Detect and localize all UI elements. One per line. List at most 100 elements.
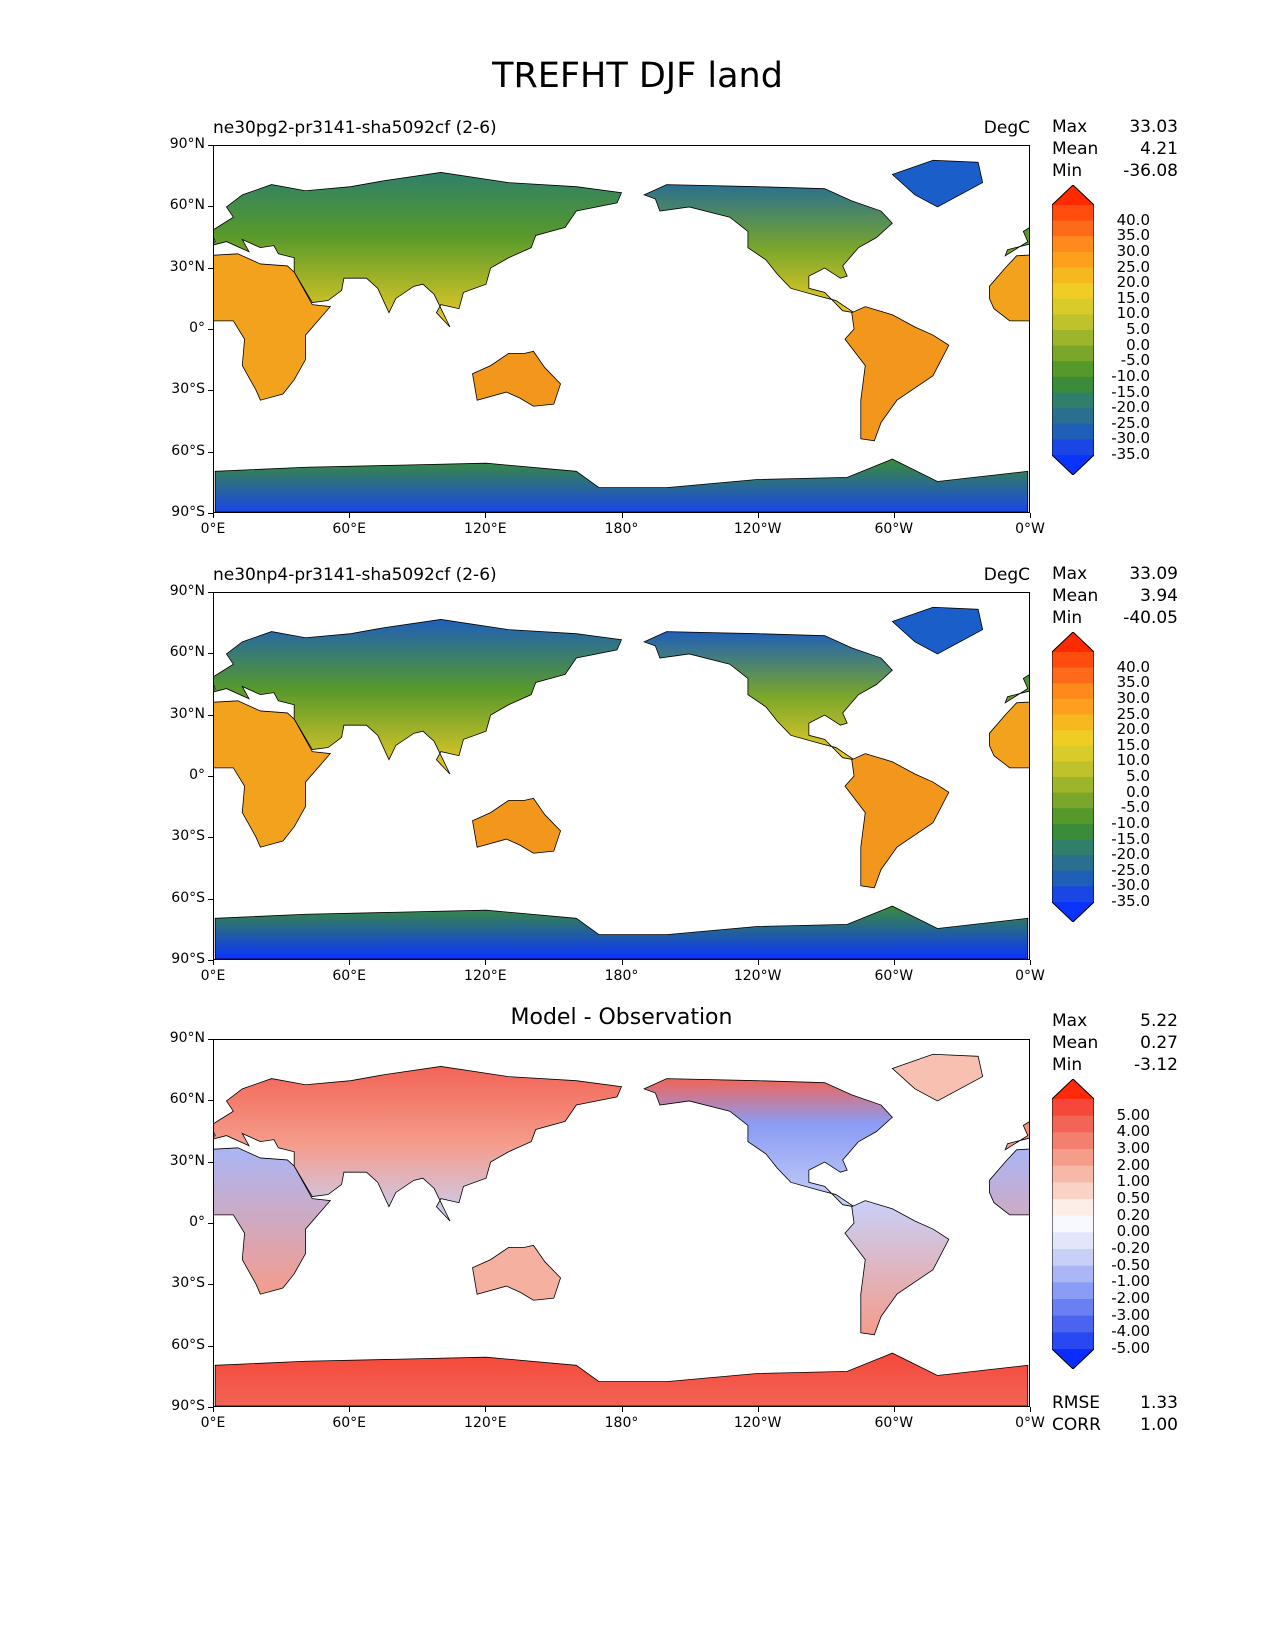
colorbar-label: 5.0 xyxy=(1126,320,1150,338)
landmass-europe-asia xyxy=(214,619,623,775)
y-tick xyxy=(208,592,213,593)
colorbar-label: -5.0 xyxy=(1120,798,1150,817)
colorbar-swatch xyxy=(1052,823,1094,840)
x-tick xyxy=(213,1407,214,1412)
colorbar-swatch xyxy=(1052,730,1094,747)
colorbar-label: -30.0 xyxy=(1111,429,1150,448)
colorbar-label: 0.0 xyxy=(1126,335,1150,354)
map-diff xyxy=(213,1039,1030,1407)
y-tick-label: 60°N xyxy=(169,1091,205,1108)
colorbar-swatch xyxy=(1052,855,1094,872)
panel-title: ne30pg2-pr3141-sha5092cf (2-6) xyxy=(213,118,497,138)
x-tick-label: 0°E xyxy=(200,1415,226,1431)
landmass-africa xyxy=(214,1147,332,1295)
y-tick xyxy=(208,145,213,146)
landmass-samerica xyxy=(844,306,950,442)
colorbar-swatch xyxy=(1052,345,1094,362)
colorbar-label: 40.0 xyxy=(1116,657,1150,676)
x-tick xyxy=(349,960,351,965)
landmass-namerica xyxy=(643,631,893,761)
landmass-australia xyxy=(472,797,561,854)
colorbar-swatch xyxy=(1052,251,1094,268)
colorbar-swatch xyxy=(1052,714,1094,731)
landmass-samerica xyxy=(844,1200,950,1336)
colorbar-swatch xyxy=(1052,1315,1094,1333)
x-tick-label: 60°W xyxy=(874,968,914,984)
colorbar-label: -10.0 xyxy=(1111,366,1150,385)
stat-max-value: 33.09 xyxy=(1129,564,1178,584)
stat-mean-value: 0.27 xyxy=(1140,1033,1178,1053)
x-tick xyxy=(757,960,759,965)
colorbar-label: 0.50 xyxy=(1116,1189,1150,1207)
colorbar-label: -2.00 xyxy=(1111,1289,1150,1307)
colorbar-label: 0.0 xyxy=(1126,782,1150,801)
x-tick-label: 120°E xyxy=(464,521,507,537)
colorbar-swatch xyxy=(1052,1199,1094,1217)
colorbar-swatch xyxy=(1052,267,1094,284)
x-tick-label: 120°W xyxy=(733,1415,782,1431)
colorbar-label: -5.0 xyxy=(1120,351,1150,370)
stat-mean-label: Mean xyxy=(1052,586,1099,606)
panel-title: ne30np4-pr3141-sha5092cf (2-6) xyxy=(213,565,497,585)
y-tick-label: 30°S xyxy=(171,1275,205,1292)
map-test xyxy=(213,145,1030,513)
colorbar-swatch xyxy=(1052,1249,1094,1267)
landmass-europe-asia-wrap xyxy=(1004,674,1029,704)
colorbar-label: 15.0 xyxy=(1116,735,1150,754)
colorbar-swatch xyxy=(1052,392,1094,409)
colorbar-swatch xyxy=(1052,745,1094,762)
landmass-antarctica xyxy=(214,905,1029,959)
y-tick-label: 0° xyxy=(189,767,205,783)
colorbar-swatch xyxy=(1052,1265,1094,1283)
y-tick xyxy=(208,776,213,777)
y-tick xyxy=(208,898,213,900)
x-tick-label: 0°E xyxy=(200,968,226,984)
x-tick-label: 0°E xyxy=(200,521,226,537)
colorbar-swatch xyxy=(1052,1232,1094,1250)
y-tick xyxy=(208,1161,213,1163)
colorbar xyxy=(1052,185,1094,475)
y-tick-label: 30°N xyxy=(169,705,205,722)
x-tick-label: 120°W xyxy=(733,968,782,984)
x-tick-label: 180° xyxy=(604,521,639,537)
y-tick xyxy=(208,714,213,716)
y-tick xyxy=(208,1284,213,1286)
map-canvas xyxy=(214,606,1029,959)
colorbar-label: 15.0 xyxy=(1116,288,1150,307)
colorbar-swatch xyxy=(1052,808,1094,825)
colorbar-swatch xyxy=(1052,1182,1094,1200)
x-tick xyxy=(1030,1407,1031,1412)
stat-max-label: Max xyxy=(1052,117,1088,137)
stat-min-value: -36.08 xyxy=(1123,161,1178,181)
x-tick xyxy=(893,513,895,518)
landmass-greenland xyxy=(891,1053,984,1102)
x-tick-label: 120°E xyxy=(464,968,507,984)
colorbar-swatch xyxy=(1052,652,1094,669)
colorbar-label: -1.00 xyxy=(1111,1272,1150,1291)
colorbar-label: 5.0 xyxy=(1126,767,1150,785)
landmass-namerica xyxy=(643,1078,893,1208)
corr-value: 1.00 xyxy=(1140,1415,1178,1435)
colorbar-swatch xyxy=(1052,1165,1094,1183)
rmse-label: RMSE xyxy=(1052,1393,1101,1413)
colorbar-swatch xyxy=(1052,792,1094,809)
colorbar-label: -20.0 xyxy=(1111,398,1150,417)
colorbar-label: -0.20 xyxy=(1111,1239,1150,1257)
y-tick-label: 90°S xyxy=(171,1398,205,1414)
colorbar-swatch xyxy=(1052,220,1094,237)
colorbar-label: 5.00 xyxy=(1116,1105,1150,1124)
colorbar-label: -5.00 xyxy=(1111,1339,1150,1357)
colorbar-label: 25.0 xyxy=(1116,257,1150,276)
colorbar-label: 30.0 xyxy=(1116,241,1150,260)
x-tick-label: 60°W xyxy=(874,1415,914,1431)
y-tick-label: 90°S xyxy=(171,951,205,967)
landmass-namerica xyxy=(643,184,893,314)
x-tick xyxy=(485,1407,487,1412)
y-tick-label: 90°N xyxy=(169,583,205,599)
landmass-europe-asia xyxy=(214,1066,623,1222)
x-tick xyxy=(621,513,623,518)
y-tick-label: 0° xyxy=(189,320,205,336)
y-tick xyxy=(208,1223,213,1224)
colorbar-extend-min xyxy=(1052,455,1094,475)
x-tick xyxy=(1030,513,1031,518)
